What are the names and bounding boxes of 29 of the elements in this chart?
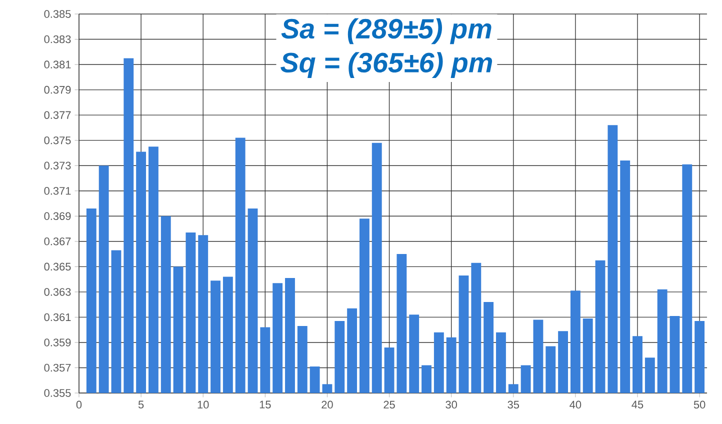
y-tick-label: 0.381 <box>44 60 71 68</box>
annotation: Sa = (289±5) pm <box>281 18 492 44</box>
y-tick-label: 0.355 <box>44 389 71 397</box>
x-tick-label: 50 <box>694 400 706 409</box>
y-tick-label: 0.373 <box>44 162 71 170</box>
x-tick-label: 40 <box>570 400 582 409</box>
y-tick-label: 0.361 <box>44 313 71 322</box>
x-tick-label: 5 <box>138 400 144 408</box>
x-tick-label: 10 <box>198 400 209 409</box>
x-tick-label: 25 <box>384 400 395 409</box>
y-tick-label: 0.357 <box>44 364 71 372</box>
y-tick-label: 0.369 <box>44 212 71 220</box>
x-tick-label: 45 <box>632 400 644 408</box>
y-tick-label: 0.359 <box>44 338 71 346</box>
y-tick-label: 0.375 <box>44 136 71 144</box>
y-tick-label: 0.383 <box>44 35 71 44</box>
y-tick-label: 0.385 <box>44 10 71 18</box>
y-tick-label: 0.371 <box>44 186 71 195</box>
x-tick-label: 15 <box>260 400 271 408</box>
x-tick-label: 35 <box>508 400 520 409</box>
x-tick-label: 30 <box>446 400 457 409</box>
x-tick-label: 20 <box>322 400 333 409</box>
y-tick-label: 0.365 <box>44 262 71 271</box>
x-tick-label: 0 <box>76 400 82 409</box>
y-tick-label: 0.363 <box>44 288 71 296</box>
annotation: Sq = (365±6) pm <box>280 52 492 78</box>
y-tick-label: 0.367 <box>44 238 71 246</box>
y-tick-label: 0.379 <box>44 86 71 94</box>
y-tick-label: 0.377 <box>44 111 71 119</box>
